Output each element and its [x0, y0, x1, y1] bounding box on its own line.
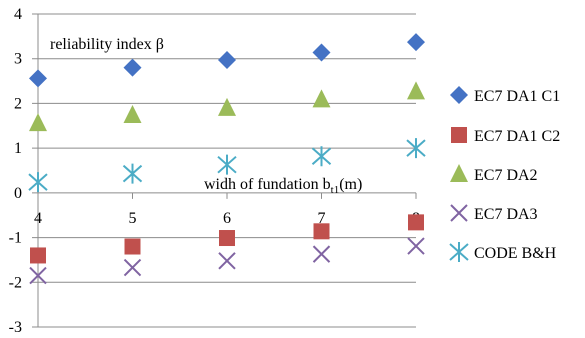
- data-point: [124, 238, 141, 255]
- x-tick-label: 5: [129, 210, 137, 227]
- data-point: [29, 69, 47, 88]
- y-tick-label: -1: [9, 230, 22, 247]
- series-group: [28, 138, 426, 193]
- x-tick-label: 7: [318, 210, 326, 227]
- data-point: [28, 172, 48, 193]
- data-point: [123, 258, 142, 277]
- legend-marker: [451, 127, 467, 143]
- legend-label: EC7 DA3: [474, 206, 538, 223]
- data-point: [312, 89, 331, 108]
- data-point: [312, 245, 331, 263]
- data-point: [218, 97, 236, 116]
- legend-marker: [450, 86, 468, 104]
- x-axis-title: widh of fundation bt1(m): [204, 176, 362, 196]
- data-point: [123, 58, 142, 77]
- legend-marker: [450, 204, 468, 222]
- y-tick-label: 0: [14, 185, 22, 202]
- x-tick-label: 4: [34, 210, 42, 227]
- x-tick-labels: 45678: [34, 210, 420, 227]
- data-point: [123, 105, 142, 124]
- y-tick-label: 1: [14, 140, 22, 157]
- data-point: [407, 81, 425, 100]
- y-tick-label: 2: [14, 95, 22, 112]
- data-point: [406, 138, 426, 159]
- data-series: [28, 33, 426, 285]
- data-point: [122, 163, 143, 184]
- data-point: [313, 223, 330, 240]
- data-point: [311, 146, 332, 167]
- y-tick-labels: 4 3 2 1 0 -1 -2 -3: [9, 6, 22, 336]
- y-tick-label: 3: [14, 51, 22, 68]
- series-group: [29, 33, 425, 88]
- legend: EC7 DA1 C1 EC7 DA1 C2 EC7 DA2 EC7 DA3 CODE B…: [449, 86, 560, 262]
- x-axis-title-unit: (m): [339, 176, 362, 193]
- x-axis-title-main: widh of fundation b: [204, 176, 331, 193]
- y-tick-label: -2: [9, 274, 22, 291]
- y-axis-title: reliability index β: [50, 36, 164, 53]
- legend-marker: [449, 242, 469, 262]
- x-axis-title-subscript: t1: [331, 184, 340, 196]
- legend-label: EC7 DA2: [474, 167, 538, 184]
- data-point: [407, 237, 425, 255]
- data-point: [218, 51, 236, 70]
- data-point: [407, 33, 425, 52]
- data-point: [218, 252, 236, 270]
- data-point: [30, 247, 46, 264]
- x-tick-label: 6: [223, 210, 231, 227]
- data-point: [29, 266, 47, 285]
- legend-label: EC7 DA1 C1: [474, 88, 560, 105]
- y-tick-label: 4: [14, 6, 22, 23]
- series-group: [30, 214, 424, 264]
- legend-label: CODE B&H: [474, 245, 557, 262]
- data-point: [219, 230, 235, 247]
- y-tick-label: -3: [9, 319, 22, 336]
- series-group: [29, 237, 425, 285]
- series-group: [29, 81, 425, 132]
- data-point: [408, 214, 424, 231]
- data-point: [312, 43, 331, 62]
- legend-label: EC7 DA1 C2: [474, 128, 560, 145]
- data-point: [29, 113, 47, 132]
- legend-marker: [450, 164, 468, 182]
- data-point: [217, 154, 237, 175]
